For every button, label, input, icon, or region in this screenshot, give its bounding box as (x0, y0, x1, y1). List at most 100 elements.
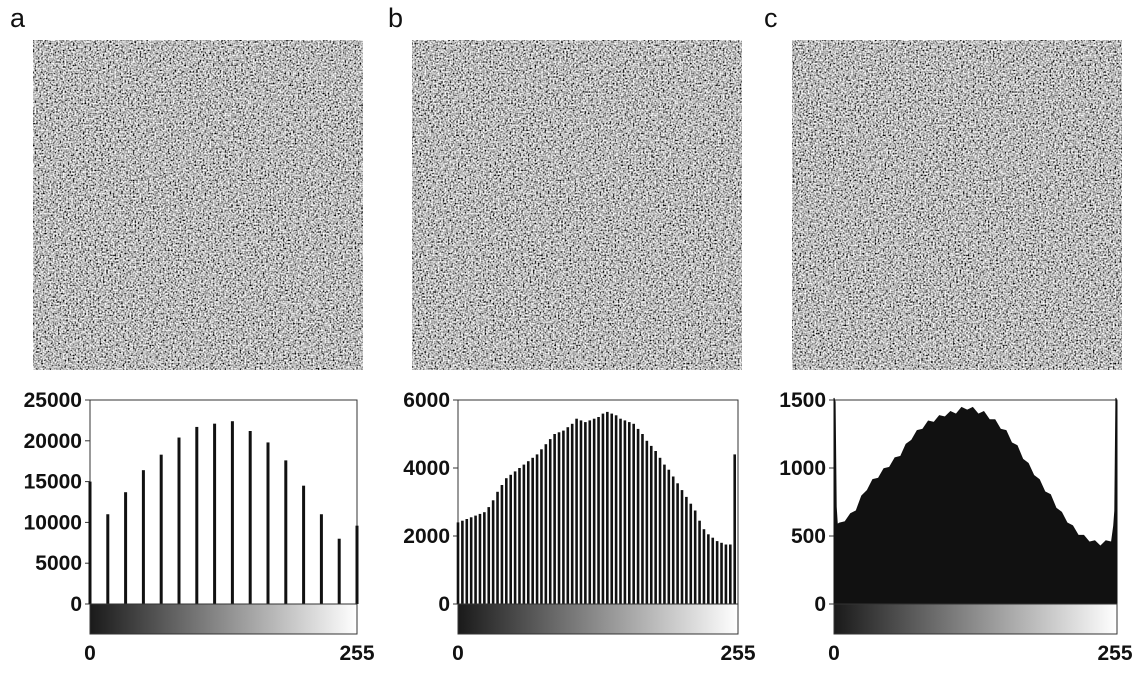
histogram-c: 0 500 1000 1500 (779, 389, 1118, 635)
bar (518, 468, 521, 604)
bar (177, 437, 181, 604)
bar (548, 439, 552, 604)
bar (526, 461, 530, 604)
bar (522, 464, 526, 604)
bar (592, 418, 596, 604)
panel-letter-a: a (10, 3, 26, 33)
panel-letter-b: b (388, 3, 403, 33)
bar (509, 474, 513, 604)
y-tick-label: 500 (791, 525, 826, 548)
noise-image-c (792, 40, 1122, 370)
bar (531, 457, 534, 604)
bar (645, 440, 649, 604)
bar (496, 491, 499, 604)
bar (658, 457, 662, 604)
bar (575, 418, 578, 604)
bar (667, 469, 671, 604)
bar (355, 525, 359, 604)
bar (284, 460, 288, 604)
bar (540, 449, 543, 604)
y-tick-label: 4000 (403, 457, 450, 480)
panel-letter-c: c (764, 3, 778, 33)
bar (601, 413, 605, 604)
bar (597, 417, 600, 604)
x-max-label-b: 255 (720, 642, 755, 665)
bar (213, 423, 217, 604)
plot-frame (89, 399, 358, 605)
bar (702, 529, 706, 604)
bar (685, 496, 688, 604)
y-tick-label: 10000 (24, 511, 82, 534)
y-tick-label: 2000 (403, 525, 450, 548)
histogram-a: 0 5000 10000 15000 20000 25000 (24, 389, 359, 635)
bar (610, 413, 614, 604)
bar (106, 514, 110, 604)
bar (729, 544, 732, 604)
bar (627, 422, 631, 604)
bar (641, 434, 644, 604)
y-tick-label: 0 (70, 593, 82, 616)
grayscale-colorbar (89, 603, 358, 635)
bar (676, 483, 679, 604)
bar (693, 510, 697, 604)
bar (588, 420, 592, 604)
bar (636, 428, 640, 604)
bar (465, 519, 469, 604)
bar (230, 421, 234, 604)
bar (337, 538, 341, 604)
bar (195, 426, 199, 604)
bar (159, 454, 163, 604)
bar (584, 422, 587, 604)
bar (715, 541, 719, 604)
y-tick-label: 1500 (779, 389, 826, 412)
bar (632, 423, 635, 604)
y-tick-label: 0 (438, 593, 450, 616)
bar (623, 420, 627, 604)
bar (671, 476, 675, 604)
y-tick-label: 15000 (24, 471, 82, 494)
bar (544, 444, 548, 604)
bar (456, 522, 460, 604)
bar (570, 423, 574, 604)
bar (491, 500, 495, 604)
y-tick-label: 6000 (403, 389, 450, 412)
y-tick-label: 5000 (35, 552, 82, 575)
bar (680, 490, 684, 604)
bar (248, 431, 252, 604)
bar (720, 542, 723, 604)
bar (614, 415, 618, 604)
bar (698, 520, 701, 604)
bar (487, 507, 491, 604)
bar (711, 537, 715, 604)
bar (483, 512, 486, 604)
x-min-label-b: 0 (452, 642, 464, 665)
grayscale-colorbar (457, 603, 739, 635)
y-tick-label: 1000 (779, 457, 826, 480)
bar (663, 464, 666, 604)
bar (505, 478, 508, 604)
bar (654, 451, 657, 604)
bar (124, 492, 128, 604)
x-min-label-a: 0 (84, 642, 96, 665)
bar (302, 485, 306, 604)
bar (478, 513, 482, 604)
bar (266, 442, 270, 604)
bar (707, 534, 710, 604)
bar (724, 544, 728, 604)
bar (461, 520, 464, 604)
bar (141, 470, 145, 604)
bar (566, 427, 570, 604)
bar (319, 514, 323, 604)
grayscale-colorbar (833, 603, 1118, 635)
bar (606, 411, 609, 604)
histogram-area (833, 397, 1118, 605)
noise-image-a (33, 40, 363, 370)
bar (513, 471, 517, 604)
bar (733, 454, 737, 604)
x-min-label-c: 0 (828, 642, 840, 665)
bar (474, 515, 477, 604)
bar (469, 517, 473, 604)
y-tick-label: 25000 (24, 389, 82, 412)
x-max-label-a: 255 (339, 642, 374, 665)
